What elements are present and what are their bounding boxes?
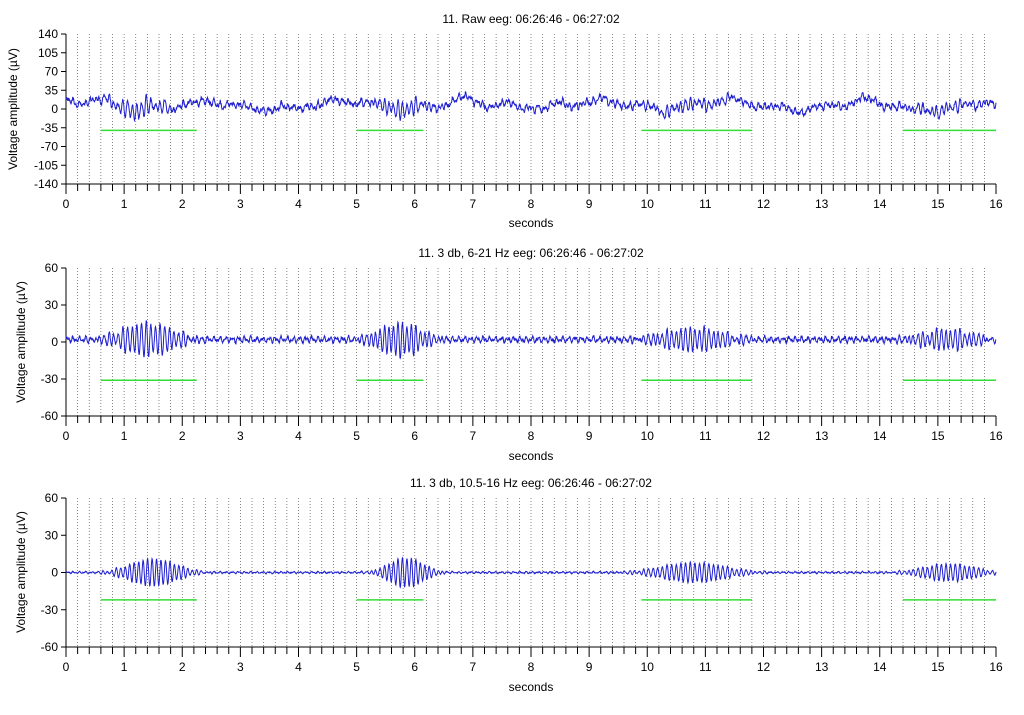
x-tick-label: 6 [411, 660, 418, 674]
y-tick-label: -60 [41, 640, 59, 654]
x-tick-label: 12 [757, 429, 771, 443]
x-tick-label: 3 [237, 197, 244, 211]
x-axis-label: seconds [509, 680, 554, 694]
y-axis-label: Voltage amplitude (µV) [6, 48, 20, 170]
x-tick-label: 6 [411, 197, 418, 211]
x-tick-label: 12 [757, 197, 771, 211]
x-axis-label: seconds [509, 216, 554, 230]
x-tick-label: 7 [470, 660, 477, 674]
x-tick-label: 7 [470, 197, 477, 211]
eeg-trace [65, 320, 997, 360]
y-axis-label: Voltage amplitude (µV) [14, 281, 28, 403]
x-tick-label: 8 [528, 660, 535, 674]
x-tick-label: 5 [353, 197, 360, 211]
x-tick-label: 11 [699, 197, 712, 211]
x-tick-label: 15 [931, 429, 945, 443]
x-tick-label: 1 [121, 429, 128, 443]
eeg-panel-raw: 11. Raw eeg: 06:26:46 - 06:27:02 Voltage… [6, 12, 1003, 230]
x-tick-label: 4 [295, 660, 302, 674]
x-tick-label: 1 [121, 660, 128, 674]
x-tick-label: 16 [989, 197, 1003, 211]
x-tick-label: 0 [63, 197, 70, 211]
y-tick-label: 60 [45, 491, 59, 505]
y-tick-label: 70 [45, 65, 59, 79]
eeg-panel-10-5-16hz: 11. 3 db, 10.5-16 Hz eeg: 06:26:46 - 06:… [14, 476, 1003, 694]
y-tick-label: -30 [41, 603, 59, 617]
x-tick-label: 10 [641, 197, 655, 211]
y-tick-label: 30 [45, 298, 59, 312]
x-tick-label: 13 [815, 429, 829, 443]
x-tick-label: 8 [528, 197, 535, 211]
x-tick-label: 2 [179, 197, 186, 211]
x-tick-label: 15 [931, 660, 945, 674]
y-tick-label: -70 [41, 140, 59, 154]
x-tick-label: 13 [815, 660, 829, 674]
x-tick-label: 6 [411, 429, 418, 443]
y-tick-label: -30 [41, 372, 59, 386]
x-tick-label: 15 [931, 197, 945, 211]
x-tick-label: 4 [295, 197, 302, 211]
y-tick-label: -35 [41, 121, 59, 135]
x-tick-label: 9 [586, 197, 593, 211]
x-tick-label: 11 [699, 429, 712, 443]
eeg-trace [65, 556, 997, 589]
x-tick-label: 0 [63, 660, 70, 674]
x-tick-label: 16 [989, 429, 1003, 443]
x-tick-label: 0 [63, 429, 70, 443]
panel-title: 11. Raw eeg: 06:26:46 - 06:27:02 [442, 12, 620, 26]
x-tick-label: 10 [641, 429, 655, 443]
eeg-panel-6-21hz: 11. 3 db, 6-21 Hz eeg: 06:26:46 - 06:27:… [14, 246, 1003, 463]
y-tick-label: 0 [51, 335, 58, 349]
y-tick-label: 60 [45, 261, 59, 275]
x-tick-label: 16 [989, 660, 1003, 674]
y-tick-label: -140 [34, 177, 58, 191]
x-axis-label: seconds [509, 449, 554, 463]
y-tick-label: 30 [45, 528, 59, 542]
eeg-trace [65, 91, 997, 123]
x-tick-label: 1 [121, 197, 128, 211]
x-tick-label: 2 [179, 660, 186, 674]
x-tick-label: 14 [873, 197, 887, 211]
y-tick-label: 0 [51, 102, 58, 116]
x-tick-label: 8 [528, 429, 535, 443]
x-tick-label: 4 [295, 429, 302, 443]
x-tick-label: 5 [353, 660, 360, 674]
x-tick-label: 11 [699, 660, 712, 674]
x-tick-label: 2 [179, 429, 186, 443]
x-tick-label: 14 [873, 660, 887, 674]
x-tick-label: 5 [353, 429, 360, 443]
panel-title: 11. 3 db, 6-21 Hz eeg: 06:26:46 - 06:27:… [418, 246, 644, 260]
x-tick-label: 9 [586, 660, 593, 674]
x-tick-label: 14 [873, 429, 887, 443]
x-tick-label: 9 [586, 429, 593, 443]
y-tick-label: -105 [34, 158, 58, 172]
x-tick-label: 7 [470, 429, 477, 443]
y-tick-label: 140 [38, 27, 58, 41]
x-tick-label: 3 [237, 660, 244, 674]
y-tick-label: 0 [51, 566, 58, 580]
x-tick-label: 10 [641, 660, 655, 674]
x-tick-label: 12 [757, 660, 771, 674]
y-tick-label: 105 [38, 46, 58, 60]
x-tick-label: 13 [815, 197, 829, 211]
y-tick-label: -60 [41, 409, 59, 423]
x-tick-label: 3 [237, 429, 244, 443]
y-axis-label: Voltage amplitude (µV) [14, 511, 28, 633]
panel-title: 11. 3 db, 10.5-16 Hz eeg: 06:26:46 - 06:… [410, 476, 652, 490]
y-tick-label: 35 [45, 83, 59, 97]
